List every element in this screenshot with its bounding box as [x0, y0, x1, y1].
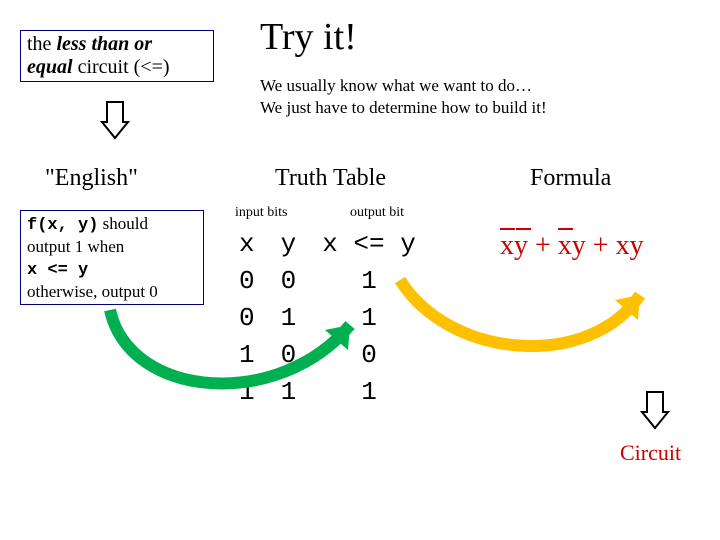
box1-italic1: less than or	[56, 33, 152, 55]
definition-box: the less than or equal circuit (<=)	[20, 30, 214, 82]
th-x: x	[227, 227, 267, 262]
box2-t3: otherwise, output 0	[27, 282, 158, 301]
box1-pre: the	[27, 33, 56, 55]
subtext-l1: We usually know what we want to do…	[260, 76, 532, 95]
table-row: 111	[227, 375, 428, 410]
circuit-label: Circuit	[620, 440, 681, 466]
table-row: 100	[227, 338, 428, 373]
box1-rest: circuit (<=)	[73, 56, 170, 78]
th-y: y	[269, 227, 309, 262]
english-description-box: f(x, y) should output 1 when x <= y othe…	[20, 210, 204, 305]
overbar-icon	[558, 228, 573, 230]
code-xley: x <= y	[27, 261, 88, 280]
code-fxy: f(x, y)	[27, 216, 98, 235]
subtitle-text: We usually know what we want to do… We j…	[260, 75, 547, 119]
formula-term3: xy	[616, 230, 644, 262]
page-title: Try it!	[260, 15, 357, 59]
truth-table: x y x <= y 001 011 100 111	[225, 225, 430, 412]
boolean-formula: xy + xy + xy	[500, 230, 644, 262]
formula-term2: xy	[558, 230, 586, 262]
arrow-down-icon	[100, 100, 130, 140]
english-heading: "English"	[45, 165, 138, 192]
table-header-row: x y x <= y	[227, 227, 428, 262]
formula-term1: xy	[500, 230, 528, 262]
plus1: +	[528, 230, 558, 261]
th-out: x <= y	[310, 227, 428, 262]
box2-t1: should	[98, 214, 148, 233]
overbar-icon	[500, 228, 515, 230]
box1-italic2: equal	[27, 56, 73, 78]
table-row: 001	[227, 264, 428, 299]
arrow-down-icon	[640, 390, 670, 430]
input-bits-label: input bits	[235, 205, 288, 221]
box2-t2: output 1 when	[27, 237, 124, 256]
output-bit-label: output bit	[350, 205, 404, 221]
overbar-icon	[516, 228, 531, 230]
subtext-l2: We just have to determine how to build i…	[260, 98, 547, 117]
plus2: +	[586, 230, 616, 261]
truth-table-heading: Truth Table	[275, 165, 386, 192]
table-row: 011	[227, 301, 428, 336]
formula-heading: Formula	[530, 165, 611, 192]
